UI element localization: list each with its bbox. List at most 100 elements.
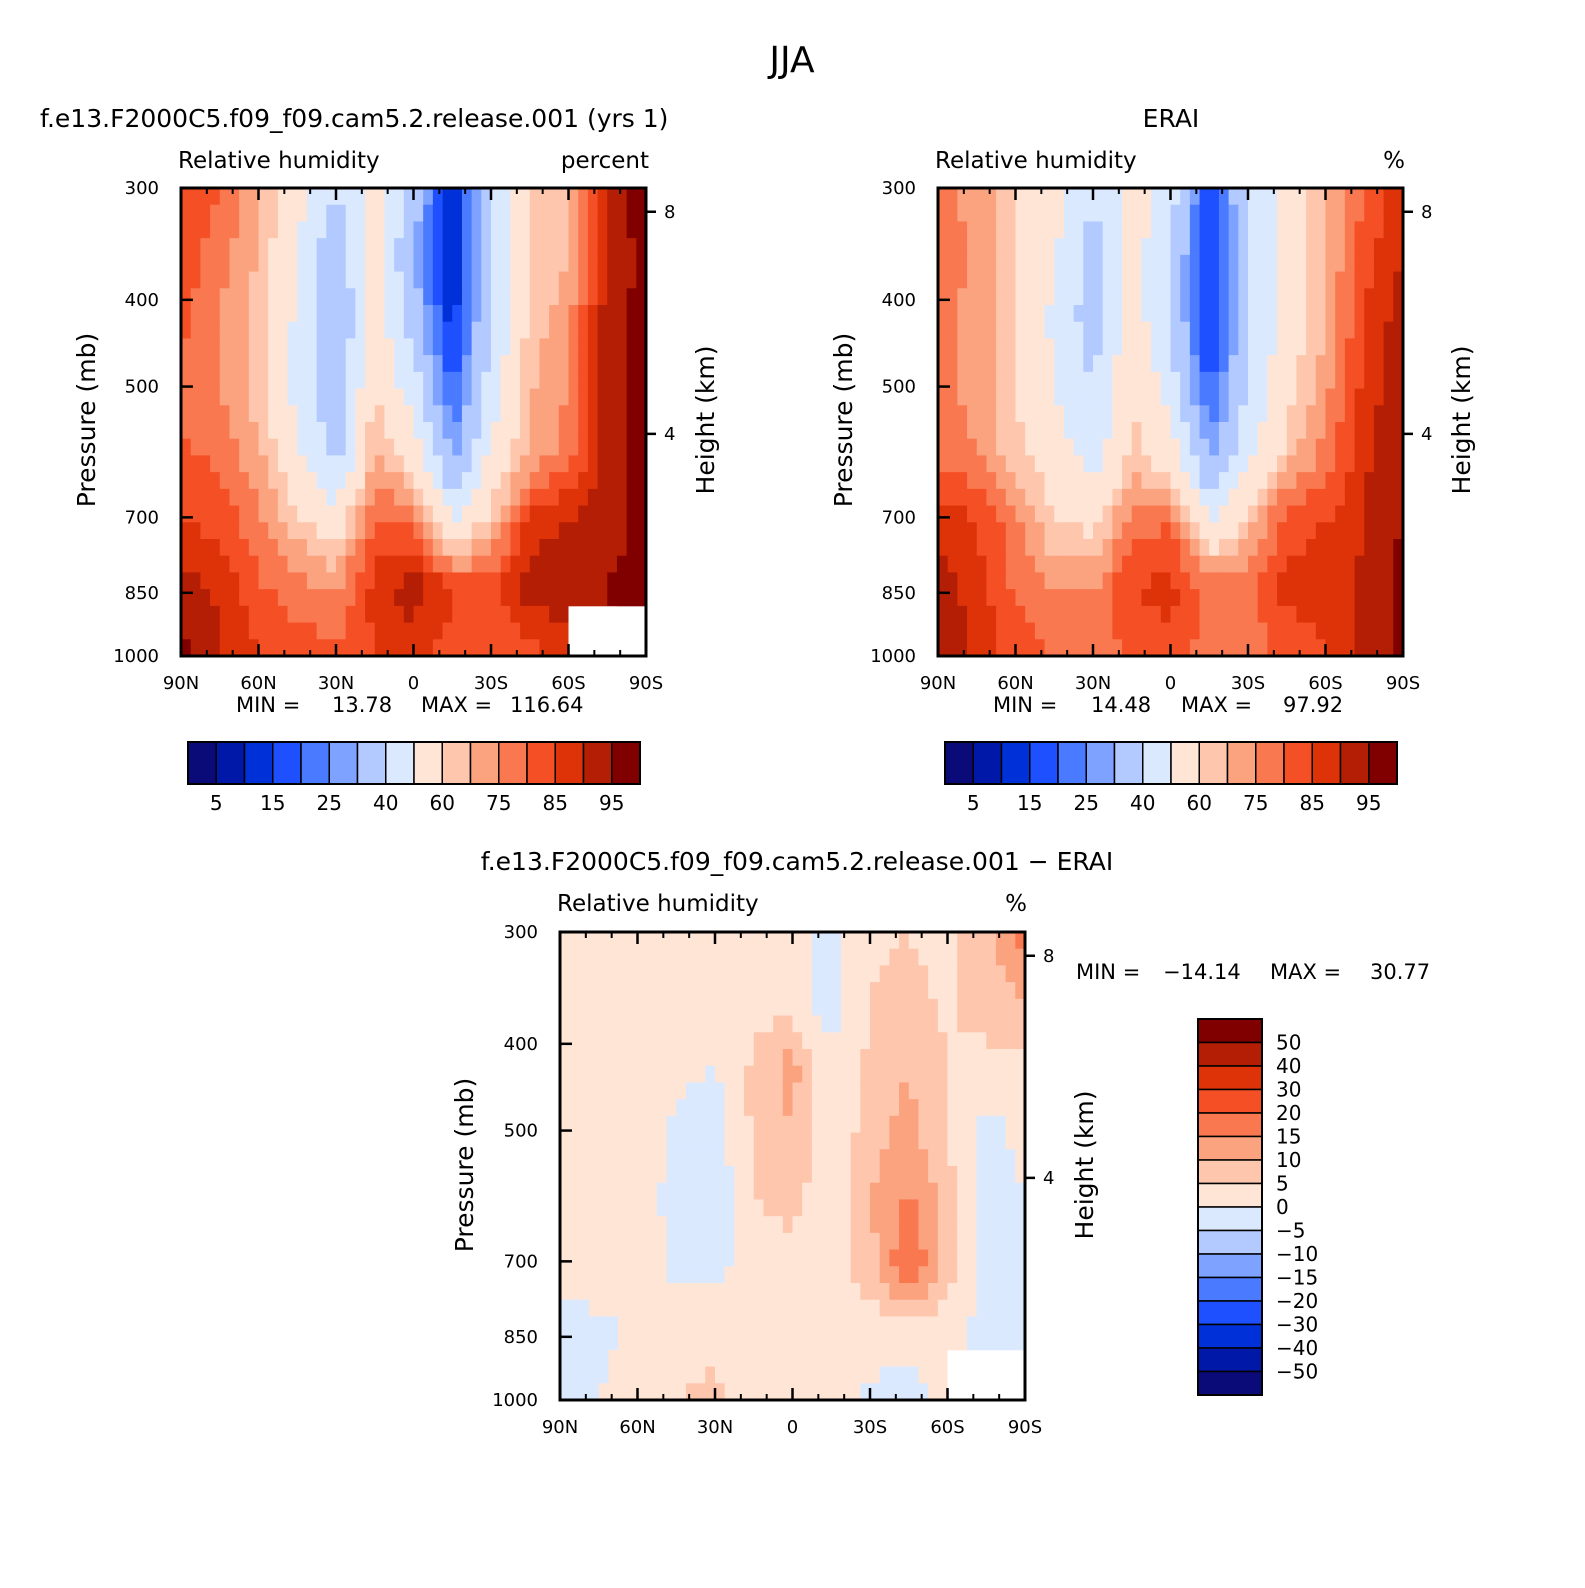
contour-cell — [558, 388, 569, 406]
contour-cell — [1238, 254, 1249, 273]
contour-cell — [403, 204, 414, 223]
contour-cell — [1364, 589, 1375, 607]
panel-model-title: f.e13.F2000C5.f09_f09.cam5.2.release.001… — [40, 104, 668, 133]
contour-cell — [1277, 539, 1288, 557]
contour-cell — [579, 1166, 590, 1184]
contour-cell — [1054, 488, 1065, 507]
contour-cell — [773, 932, 784, 950]
contour-cell — [705, 965, 716, 983]
contour-cell — [773, 1283, 784, 1301]
contour-cell — [452, 422, 463, 440]
contour-cell — [627, 1266, 638, 1284]
contour-cell — [831, 1199, 842, 1217]
contour-cell — [957, 998, 968, 1017]
contour-cell — [394, 472, 405, 490]
contour-cell — [1063, 455, 1075, 473]
contour-cell — [560, 932, 571, 950]
contour-cell — [287, 455, 298, 473]
contour-cell — [316, 204, 327, 223]
contour-cell — [1393, 589, 1403, 607]
contour-cell — [1015, 1115, 1025, 1134]
contour-cell — [666, 998, 677, 1017]
contour-cell — [705, 1383, 716, 1400]
contour-cell — [618, 1333, 629, 1351]
contour-cell — [589, 1283, 600, 1301]
contour-cell — [491, 438, 502, 457]
contour-cell — [1122, 605, 1133, 624]
contour-cell — [850, 1232, 861, 1251]
y-tick-label: 300 — [125, 178, 159, 199]
contour-cell — [1189, 338, 1200, 356]
contour-cell — [452, 221, 463, 239]
contour-cell — [520, 455, 531, 473]
contour-cell — [560, 1182, 571, 1201]
contour-cell — [744, 948, 755, 967]
contour-cell — [899, 1283, 910, 1301]
contour-cell — [840, 932, 852, 950]
contour-cell — [1354, 254, 1365, 273]
contour-cell — [1248, 321, 1259, 340]
contour-cell — [1364, 204, 1375, 223]
contour-cell — [811, 1333, 822, 1351]
contour-cell — [889, 1249, 900, 1267]
x-tick-label: 30N — [697, 1417, 733, 1438]
contour-cell — [1383, 305, 1394, 323]
contour-cell — [210, 405, 221, 423]
contour-cell — [1151, 539, 1162, 557]
contour-cell — [656, 1166, 667, 1184]
contour-cell — [1393, 605, 1403, 624]
contour-cell — [947, 1149, 958, 1167]
contour-cell — [1189, 639, 1200, 656]
contour-cell — [297, 438, 308, 457]
contour-cell — [394, 622, 405, 640]
contour-cell — [996, 305, 1007, 323]
contour-cell — [840, 965, 852, 983]
contour-cell — [384, 505, 395, 523]
contour-cell — [763, 1132, 774, 1150]
contour-cell — [510, 539, 521, 557]
contour-cell — [326, 338, 337, 356]
contour-cell — [1344, 254, 1355, 273]
contour-cell — [181, 338, 192, 356]
contour-cell — [394, 321, 405, 340]
contour-cell — [636, 204, 646, 223]
contour-cell — [491, 422, 502, 440]
contour-cell — [471, 405, 482, 423]
contour-cell — [539, 488, 550, 507]
contour-cell — [181, 422, 192, 440]
contour-cell — [560, 1166, 571, 1184]
contour-cell — [986, 1299, 997, 1318]
contour-cell — [957, 1149, 968, 1167]
contour-cell — [821, 1266, 832, 1284]
contour-cell — [1335, 589, 1346, 607]
contour-cell — [539, 221, 550, 239]
contour-cell — [821, 965, 832, 983]
contour-cell — [1005, 305, 1016, 323]
contour-cell — [763, 1333, 774, 1351]
contour-cell — [239, 238, 250, 256]
contour-cell — [181, 221, 192, 239]
contour-cell — [947, 388, 958, 406]
contour-cell — [937, 1082, 948, 1100]
colorbar-label: 25 — [317, 791, 342, 815]
contour-cell — [860, 1299, 871, 1318]
contour-cell — [792, 1166, 803, 1184]
colorbar-label: 15 — [260, 791, 285, 815]
contour-cell — [831, 1232, 842, 1251]
contour-cell — [1005, 1299, 1016, 1318]
contour-cell — [287, 488, 298, 507]
contour-cell — [432, 405, 443, 423]
contour-cell — [297, 605, 308, 624]
contour-cell — [1170, 438, 1181, 457]
contour-cell — [1189, 288, 1200, 306]
contour-cell — [753, 1299, 764, 1318]
contour-cell — [1296, 355, 1307, 373]
contour-cell — [695, 1199, 706, 1217]
contour-cell — [432, 505, 443, 523]
contour-cell — [1160, 639, 1171, 656]
contour-cell — [481, 305, 492, 323]
contour-cell — [1248, 355, 1259, 373]
contour-cell — [1131, 405, 1142, 423]
contour-cell — [899, 1082, 910, 1100]
contour-cell — [976, 572, 987, 590]
